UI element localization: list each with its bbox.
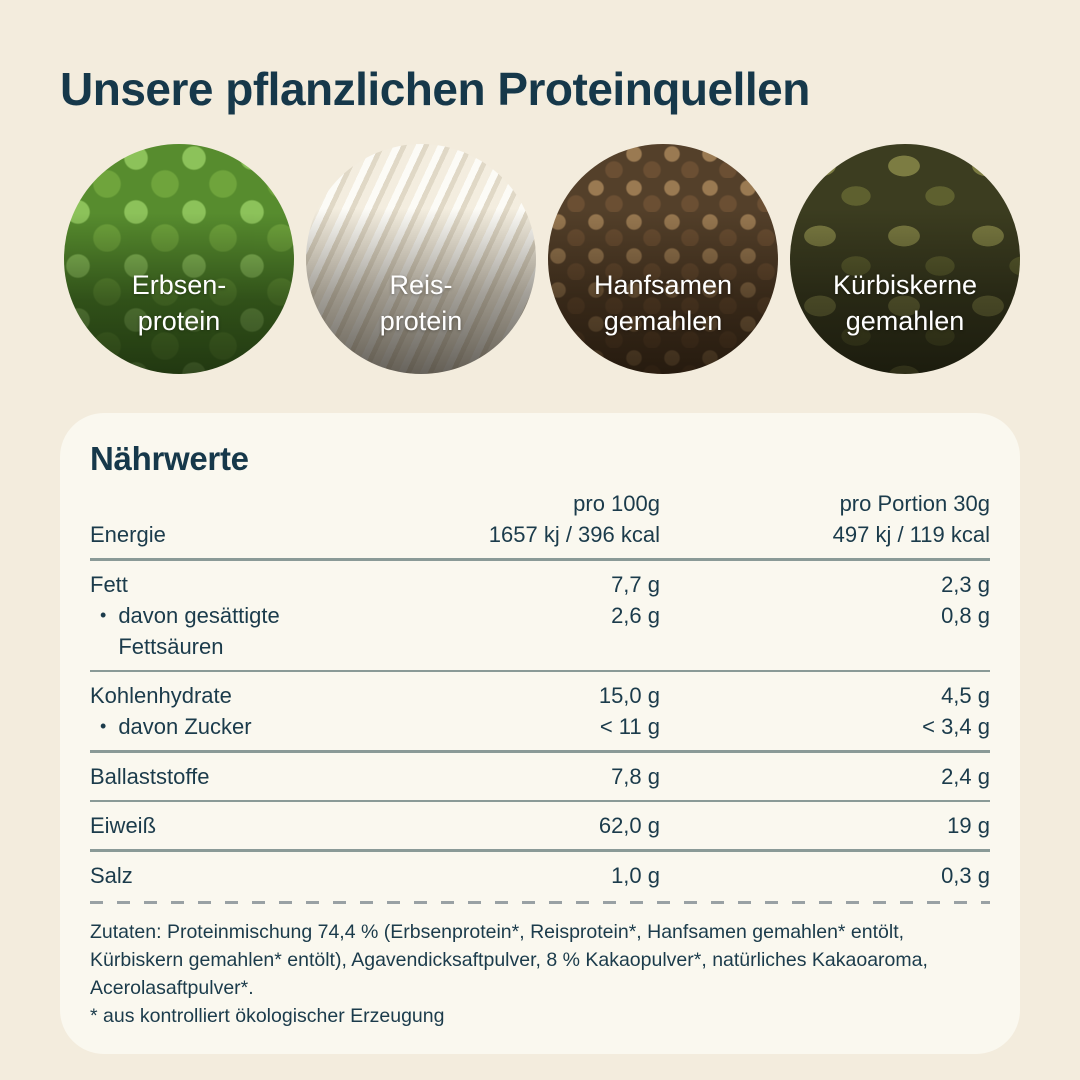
divider (90, 669, 990, 672)
ingredients-text: Zutaten: Proteinmischung 74,4 % (Erbsenp… (90, 920, 928, 999)
dashed-divider (90, 900, 990, 904)
source-circle-pea-protein: Erbsen- protein (64, 144, 294, 374)
bullet-icon: • (100, 716, 107, 736)
table-row-kohlenhydrate: Kohlenhydrate 15,0 g 4,5 g (90, 680, 990, 711)
row-label: Fett (90, 571, 128, 597)
peas-photo-label-line2: protein (137, 306, 221, 336)
row-value-per100: 1,0 g (611, 862, 660, 888)
divider (90, 750, 990, 753)
column-header-per100: pro 100g (573, 491, 660, 516)
table-row-zucker: • davon Zucker < 11 g < 3,4 g (90, 711, 990, 742)
bullet-icon: • (100, 604, 107, 625)
pumpkin-photo-label-line2: gemahlen (845, 306, 965, 336)
row-value-per100: 15,0 g (598, 683, 660, 708)
organic-note: * aus kontrolliert ökologischer Erzeugun… (90, 1004, 445, 1027)
row-value-portion: 0,8 g (941, 602, 990, 628)
row-label-line2: Fettsäuren (118, 633, 224, 659)
row-value-per100: 7,8 g (611, 763, 660, 789)
row-label: davon gesättigte (118, 602, 280, 628)
row-value-portion: 0,3 g (941, 862, 990, 888)
row-value-portion: 4,5 g (941, 683, 990, 708)
row-value-per100: 62,0 g (598, 813, 660, 838)
table-row-fett: Fett 7,7 g 2,3 g (90, 569, 990, 600)
divider (90, 558, 990, 561)
divider (90, 799, 990, 802)
row-label: Energie (90, 522, 166, 547)
table-row-energie: Energie 1657 kj / 396 kcal 497 kj / 119 … (90, 519, 990, 550)
hemp-photo-label-line1: Hanfsamen (593, 270, 733, 300)
row-label: Eiweiß (90, 813, 157, 838)
source-circle-pumpkin-seeds: Kürbiskerne gemahlen (790, 144, 1020, 374)
rice-photo-label-line2: protein (379, 306, 463, 336)
nutrition-heading: Nährwerte (90, 440, 249, 477)
table-row-gesaettigte-fettsaeuren: • davon gesättigte Fettsäuren 2,6 g 0,8 … (90, 600, 990, 662)
hemp-photo-label-line2: gemahlen (603, 306, 723, 336)
row-value-portion: 2,4 g (941, 763, 990, 789)
row-label: Salz (90, 862, 133, 888)
protein-sources-row: Erbsen- protein Reis- protein Hanfsamen … (64, 144, 1020, 374)
source-circle-hemp-seeds: Hanfsamen gemahlen (548, 144, 778, 374)
row-value-portion: 497 kj / 119 kcal (832, 522, 990, 547)
row-value-per100: < 11 g (599, 714, 660, 739)
row-value-portion: < 3,4 g (922, 714, 990, 739)
row-value-per100: 2,6 g (611, 602, 660, 628)
row-value-portion: 19 g (947, 813, 990, 838)
row-value-portion: 2,3 g (941, 571, 990, 597)
row-label: Ballaststoffe (90, 763, 210, 789)
row-value-per100: 1657 kj / 396 kcal (488, 522, 660, 547)
pumpkin-photo-label-line1: Kürbiskerne (832, 270, 978, 300)
row-label: Kohlenhydrate (90, 683, 232, 708)
source-circle-rice-protein: Reis- protein (306, 144, 536, 374)
row-label: davon Zucker (118, 714, 252, 739)
peas-photo-label-line1: Erbsen- (131, 270, 227, 300)
table-row-ballaststoffe: Ballaststoffe 7,8 g 2,4 g (90, 761, 990, 792)
divider (90, 849, 990, 852)
rice-photo-label-line1: Reis- (389, 270, 453, 300)
column-header-row: pro 100g pro Portion 30g (90, 488, 990, 519)
table-row-salz: Salz 1,0 g 0,3 g (90, 860, 990, 891)
nutrition-card: Nährwerte pro 100g pro Portion 30g Energ… (60, 413, 1020, 1054)
page-title: Unsere pflanzlichen Proteinquellen (60, 63, 810, 115)
row-value-per100: 7,7 g (611, 571, 660, 597)
table-row-eiweiss: Eiweiß 62,0 g 19 g (90, 810, 990, 841)
column-header-portion: pro Portion 30g (839, 491, 990, 516)
